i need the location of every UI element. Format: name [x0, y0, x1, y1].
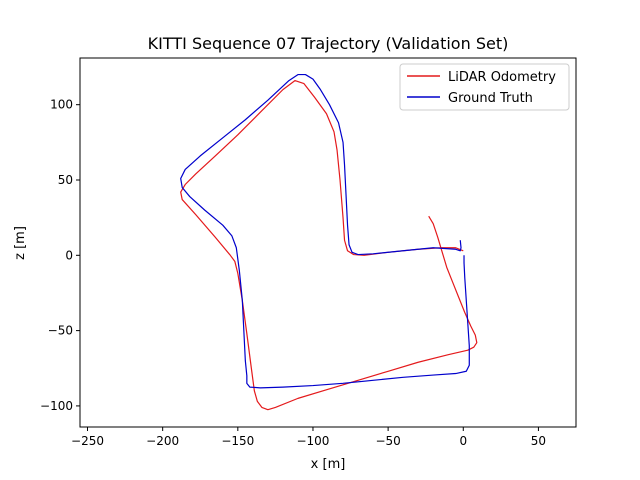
x-tick-label: 50	[531, 434, 546, 448]
series-line-lidar-odometry	[180, 79, 478, 411]
legend-label-lidar: LiDAR Odometry	[448, 70, 556, 85]
legend-label-ground-truth: Ground Truth	[448, 91, 533, 106]
x-axis-ticks: −250 −200 −150 −100 −50 0 50	[71, 427, 546, 448]
x-axis-label: x [m]	[311, 457, 346, 472]
series-line-ground-truth	[180, 73, 470, 389]
x-tick-label: −150	[221, 434, 254, 448]
x-tick-label: −200	[146, 434, 179, 448]
plot-frame	[79, 57, 577, 428]
legend-box	[399, 63, 570, 111]
chart-title: KITTI Sequence 07 Trajectory (Validation…	[148, 34, 509, 53]
y-tick-label: −50	[48, 324, 73, 338]
series-layer	[180, 73, 478, 411]
x-tick-label: −100	[296, 434, 329, 448]
y-tick-label: 50	[58, 173, 73, 187]
x-tick-label: 0	[459, 434, 467, 448]
x-tick-label: −50	[375, 434, 400, 448]
y-tick-label: 100	[50, 98, 73, 112]
x-tick-label: −250	[71, 434, 104, 448]
legend: LiDAR Odometry Ground Truth	[399, 63, 570, 111]
y-tick-label: −100	[40, 399, 73, 413]
y-tick-label: 0	[65, 248, 73, 262]
y-axis-ticks: −100 −50 0 50 100	[40, 98, 80, 413]
y-axis-label: z [m]	[13, 226, 28, 260]
